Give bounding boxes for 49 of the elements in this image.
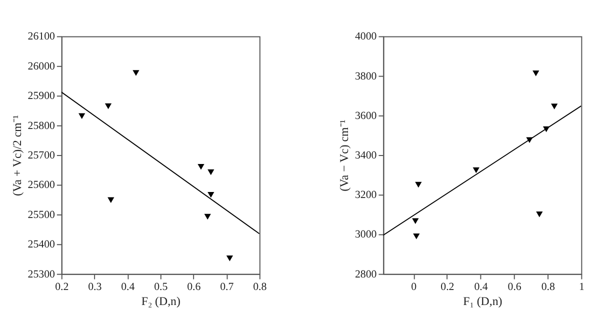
- x-tick-label: 0.4: [474, 281, 488, 294]
- x-tick-label: 0.6: [187, 281, 202, 294]
- point: [532, 70, 540, 76]
- point: [412, 218, 419, 224]
- point: [226, 256, 234, 262]
- point: [551, 104, 558, 110]
- point: [536, 212, 543, 218]
- y-tick-label: 2800: [354, 268, 378, 280]
- x-tick-label: 0.3: [88, 281, 102, 294]
- x-tick-label: 0.2: [55, 281, 69, 294]
- x-tick-label: 0.8: [541, 281, 556, 294]
- x-tick-label: 0: [411, 281, 418, 294]
- y-tick-label: 25700: [28, 149, 56, 162]
- y-tick-label: 25400: [28, 238, 56, 251]
- x-tick-label: 0.2: [440, 281, 454, 294]
- x-tick-label: 0.6: [508, 281, 522, 294]
- x-tick-label: 0.4: [121, 281, 136, 294]
- y-tick-label: 3000: [354, 228, 378, 241]
- point: [415, 182, 422, 188]
- point: [108, 197, 114, 204]
- x-tick-label: 0.7: [220, 281, 234, 294]
- point: [208, 169, 214, 176]
- x-axis-title: F₁ (D,n): [463, 294, 502, 308]
- y-tick-label: 25500: [28, 208, 56, 221]
- point: [204, 214, 211, 220]
- y-tick-label: 26100: [28, 30, 56, 43]
- y-tick-label: 25800: [28, 120, 56, 132]
- x-tick-label: 0.5: [154, 281, 168, 294]
- y-tick-label: 25600: [28, 179, 56, 192]
- y-tick-label: 25900: [28, 90, 56, 102]
- x-tick-label: 0.8: [253, 281, 268, 294]
- y-tick-label: 3200: [354, 189, 378, 202]
- point: [78, 113, 86, 119]
- x-axis-title: F₂ (D,n): [141, 294, 180, 308]
- y-axis-title: (Va − Vc) cm⁻¹: [337, 119, 352, 192]
- point: [104, 103, 112, 110]
- point: [208, 192, 214, 198]
- point: [413, 234, 420, 240]
- point: [198, 164, 204, 170]
- y-tick-label: 26000: [28, 60, 56, 72]
- x-tick-label: 1: [578, 281, 584, 294]
- y-axis-title: (Va + Vc)/2 cm⁻¹: [10, 114, 24, 196]
- y-tick-label: 3800: [354, 70, 378, 82]
- y-tick-label: 3600: [354, 110, 378, 122]
- point: [132, 70, 140, 76]
- point: [472, 167, 480, 174]
- y-tick-label: 3400: [354, 149, 378, 162]
- y-tick-label: 4000: [354, 30, 378, 43]
- y-tick-label: 25300: [28, 268, 56, 280]
